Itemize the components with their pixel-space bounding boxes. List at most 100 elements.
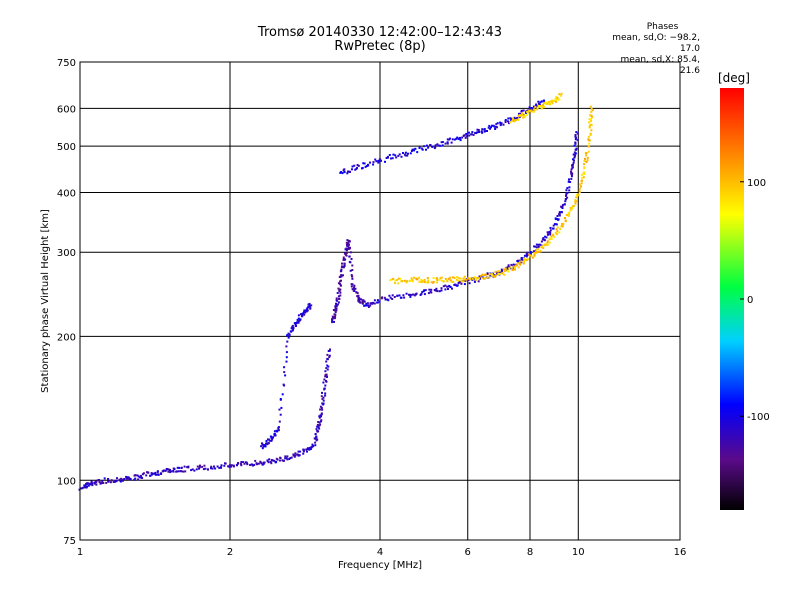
data-point (371, 302, 374, 305)
data-point (367, 304, 370, 307)
data-point (305, 309, 308, 312)
data-point (317, 421, 320, 423)
data-point (281, 459, 284, 462)
data-point (481, 273, 484, 276)
data-point (401, 280, 404, 283)
data-point (484, 273, 487, 276)
data-point (196, 465, 199, 468)
data-point (513, 119, 516, 122)
data-point (489, 127, 491, 130)
data-point (583, 166, 586, 169)
data-point (373, 299, 376, 302)
data-point (525, 114, 528, 117)
data-point (548, 231, 551, 233)
data-point (356, 164, 359, 166)
data-point (451, 276, 454, 279)
data-point (409, 152, 412, 155)
data-point (432, 280, 435, 283)
data-point (327, 365, 330, 368)
data-point (118, 479, 121, 482)
data-point (405, 280, 408, 283)
data-point (291, 324, 294, 327)
data-point (279, 459, 281, 462)
data-point (279, 413, 282, 416)
data-point (345, 248, 348, 250)
data-point (318, 416, 321, 419)
data-point (362, 162, 365, 165)
data-point (539, 101, 542, 104)
data-point (552, 234, 555, 237)
data-point (306, 307, 309, 310)
data-point (467, 277, 470, 280)
data-point (558, 231, 561, 234)
data-point (356, 295, 359, 298)
data-point (488, 273, 491, 276)
data-point (570, 174, 573, 176)
data-point (296, 321, 299, 324)
data-point (257, 462, 260, 465)
data-point (531, 107, 534, 110)
data-point (463, 278, 466, 281)
x-tick-label: 2 (227, 547, 233, 558)
data-point (585, 152, 588, 155)
data-point (512, 265, 515, 268)
data-point (176, 466, 179, 469)
data-point (307, 305, 310, 308)
data-point (273, 430, 276, 433)
data-point (576, 132, 579, 135)
data-point (590, 118, 593, 121)
data-point (586, 156, 589, 159)
data-point (318, 427, 321, 430)
data-point (523, 114, 525, 117)
data-point (297, 450, 300, 453)
data-point (398, 153, 401, 156)
data-point (543, 100, 546, 103)
data-point (296, 318, 299, 321)
data-point (322, 381, 325, 384)
data-point (542, 103, 545, 106)
data-point (435, 289, 438, 292)
data-point (393, 296, 396, 298)
data-point (349, 269, 352, 272)
data-point (139, 476, 142, 479)
data-point (398, 294, 401, 297)
data-point (341, 262, 343, 265)
data-point (574, 142, 577, 145)
data-point (216, 465, 219, 468)
data-point (413, 149, 416, 152)
data-point (332, 309, 335, 311)
data-point (378, 158, 381, 161)
data-point (486, 130, 488, 132)
data-point (273, 459, 276, 462)
y-tick-label: 500 (57, 142, 76, 153)
data-point (278, 408, 281, 411)
chart-title: Tromsø 20140330 12:42:00–12:43:43 RwPret… (230, 26, 530, 54)
data-point (446, 142, 449, 145)
plot-frame (79, 61, 681, 541)
data-point (457, 276, 460, 279)
data-point (571, 166, 574, 169)
data-point (546, 233, 549, 236)
data-point (372, 163, 375, 166)
data-point (322, 399, 325, 402)
data-point (301, 313, 304, 316)
data-point (272, 436, 274, 439)
data-point (343, 264, 346, 267)
data-point (476, 128, 479, 131)
data-point (236, 462, 239, 465)
data-point (283, 371, 286, 374)
data-point (98, 481, 101, 483)
data-point (366, 302, 369, 305)
data-point (213, 465, 215, 468)
data-point (564, 217, 566, 220)
data-point (549, 237, 552, 240)
data-point (157, 473, 160, 476)
data-point (519, 114, 522, 117)
data-point (261, 443, 264, 446)
data-point (565, 194, 567, 197)
data-point (198, 466, 201, 469)
data-point (354, 287, 357, 290)
data-point (413, 276, 415, 279)
data-point (103, 477, 106, 480)
y-tick-label: 600 (57, 104, 76, 115)
